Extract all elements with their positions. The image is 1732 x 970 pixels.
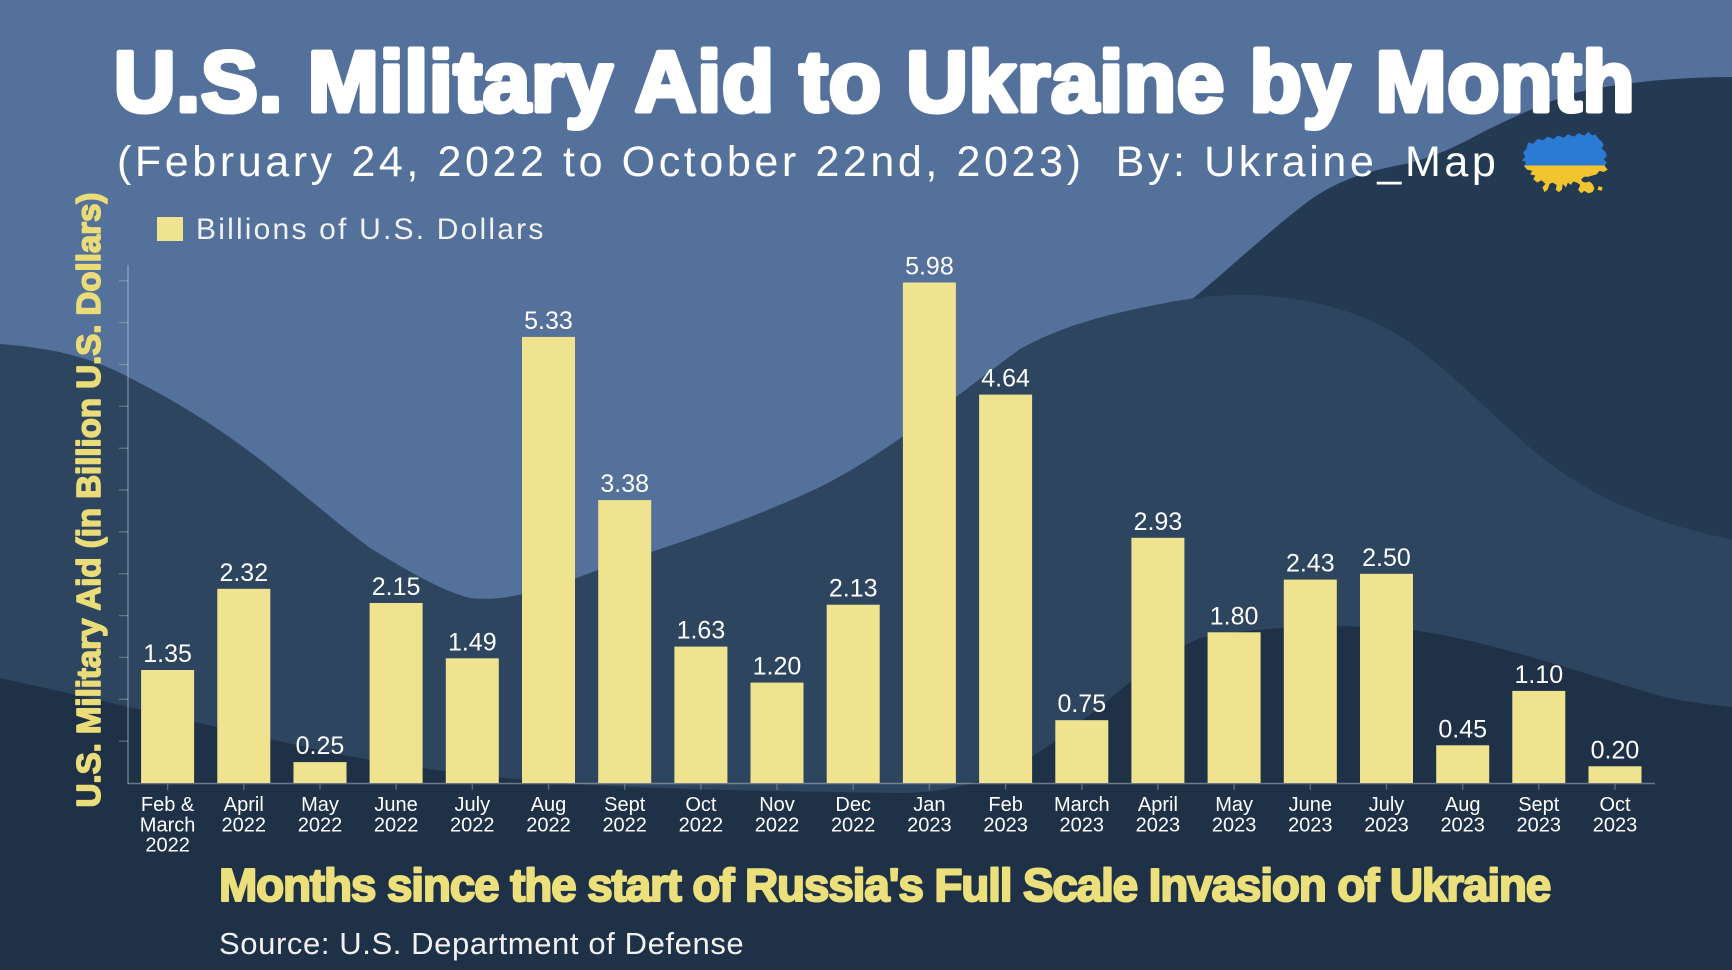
svg-text:2.93: 2.93 — [1134, 508, 1183, 536]
svg-text:1.35: 1.35 — [143, 640, 192, 668]
svg-text:2.43: 2.43 — [1286, 550, 1335, 578]
svg-text:2.50: 2.50 — [1362, 544, 1411, 572]
svg-text:U.S. Military Aid to Ukraine b: U.S. Military Aid to Ukraine by Month — [114, 35, 1635, 130]
svg-text:2.13: 2.13 — [829, 575, 878, 603]
svg-text:2.32: 2.32 — [219, 559, 268, 587]
svg-text:0.20: 0.20 — [1591, 736, 1640, 764]
svg-text:3.38: 3.38 — [600, 470, 649, 498]
svg-text:4.64: 4.64 — [981, 365, 1030, 393]
svg-text:0.45: 0.45 — [1438, 715, 1487, 743]
svg-text:5.33: 5.33 — [524, 307, 573, 335]
svg-text:1.10: 1.10 — [1514, 661, 1563, 689]
svg-text:0.25: 0.25 — [296, 732, 345, 760]
svg-text:1.20: 1.20 — [753, 653, 802, 681]
svg-text:(February 24, 2022 to October: (February 24, 2022 to October 22nd, 2023… — [117, 138, 1499, 186]
svg-text:1.49: 1.49 — [448, 628, 497, 656]
svg-text:Months since the start of Russ: Months since the start of Russia's Full … — [219, 859, 1551, 911]
svg-text:1.63: 1.63 — [677, 617, 726, 645]
svg-text:U.S. Military Aid (in Billion: U.S. Military Aid (in Billion U.S. Dolla… — [70, 193, 107, 808]
svg-text:5.98: 5.98 — [905, 253, 954, 281]
svg-text:2.15: 2.15 — [372, 573, 421, 601]
svg-text:0.75: 0.75 — [1057, 690, 1106, 718]
svg-text:1.80: 1.80 — [1210, 602, 1259, 630]
svg-text:Billions of U.S. Dollars: Billions of U.S. Dollars — [196, 213, 546, 246]
svg-text:Source: U.S. Department of Def: Source: U.S. Department of Defense — [219, 926, 744, 961]
